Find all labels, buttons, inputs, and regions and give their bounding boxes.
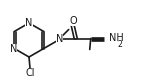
Text: N: N — [10, 43, 17, 54]
Text: Cl: Cl — [25, 68, 35, 78]
Text: O: O — [70, 16, 78, 25]
Text: 2: 2 — [117, 40, 122, 49]
Text: N: N — [56, 34, 63, 43]
Text: NH: NH — [109, 33, 124, 42]
Text: N: N — [25, 18, 33, 28]
